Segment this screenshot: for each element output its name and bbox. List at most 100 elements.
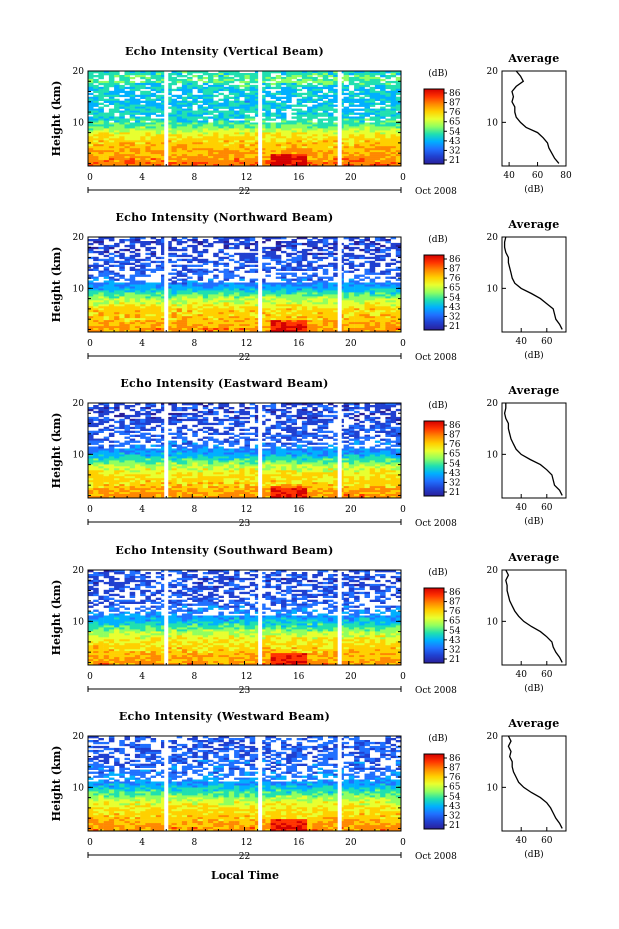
heatmap-cell [296,320,303,323]
heatmap-cell [249,252,256,256]
heatmap-cell [202,154,209,157]
heatmap-cell [171,248,177,252]
heatmap-cell [385,292,391,295]
heatmap-cell [218,106,224,109]
heatmap-cell [181,278,188,281]
heatmap-cell [155,318,162,321]
heatmap-cell [213,132,219,135]
heatmap-cell [150,252,157,256]
heatmap-cell [119,138,125,141]
heatmap-cell [202,250,209,254]
heatmap-cell [374,160,381,163]
heatmap-cell [359,278,365,281]
heatmap-cell [374,239,381,242]
heatmap-cell [213,150,219,153]
heatmap-cell [354,76,360,80]
heatmap-cell [390,322,397,325]
heatmap-cell [343,140,350,143]
heatmap-cell [307,274,313,277]
heatmap-cell [108,124,115,127]
heatmap-cell [328,316,334,319]
heatmap-cell [98,296,104,299]
heatmap-cell [317,71,323,74]
heatmap-cell [202,138,209,141]
heatmap-cell [296,100,303,103]
heatmap-cell [129,152,136,155]
heatmap-cell [98,80,104,84]
heatmap-cell [114,146,120,149]
heatmap-cell [317,158,323,161]
heatmap-cell [176,108,183,111]
heatmap-cell [270,92,277,96]
heatmap-cell [213,100,219,103]
heatmap-cell [129,144,136,147]
heatmap-cell [296,126,303,129]
heatmap-cell [213,254,219,258]
heatmap-cell [254,260,261,264]
heatmap-cell [208,75,214,78]
heatmap-cell [134,284,141,287]
heatmap-cell [161,246,167,250]
heatmap-cell [296,237,303,240]
heatmap-cell [129,326,136,329]
heatmap-cell [114,160,120,163]
heatmap-cell [333,73,339,76]
heatmap-cell [317,146,323,149]
heatmap-cell [213,308,219,311]
heatmap-cell [171,78,177,82]
heatmap-cell [93,90,99,94]
heatmap-cell [181,128,188,131]
heatmap-cell [223,241,230,244]
heatmap-cell [119,298,125,301]
heatmap-cell [312,144,318,147]
heatmap-cell [208,288,214,291]
heatmap-cell [108,78,115,82]
heatmap-cell [390,128,397,131]
heatmap-cell [234,96,240,99]
heatmap-cell [348,278,355,281]
heatmap-cell [369,146,376,149]
heatmap-cell [208,144,214,147]
heatmap-cell [328,84,334,88]
heatmap-cell [145,298,151,301]
heatmap-cell [218,300,224,303]
heatmap-cell [244,134,250,137]
heatmap-cell [223,328,230,331]
heatmap-cell [108,286,115,289]
heatmap-cell [155,304,162,307]
heatmap-cell [317,310,323,313]
heatmap-cell [93,278,99,281]
heatmap-cell [155,86,162,90]
heatmap-cell [385,104,391,107]
heatmap-cell [322,272,329,275]
heatmap-cell [213,328,219,331]
heatmap-cell [244,246,250,250]
heatmap-cell [275,242,282,246]
heatmap-cell [270,86,277,90]
heatmap-cell [390,73,397,76]
heatmap-cell [385,304,391,307]
heatmap-cell [281,73,287,76]
heatmap-cell [161,158,167,161]
heatmap-cell [176,272,183,275]
heatmap-cell [213,276,219,279]
heatmap-cell [114,316,120,319]
heatmap-cell [155,314,162,317]
heatmap-cell [93,130,99,133]
heatmap-cell [291,258,297,262]
heatmap-cell [380,300,386,303]
heatmap-cell [374,78,381,82]
heatmap-cell [114,98,120,101]
heatmap-cell [301,71,308,74]
heatmap-cell [161,304,167,307]
heatmap-cell [275,256,282,260]
heatmap-cell [275,292,282,295]
heatmap-cell [296,312,303,315]
heatmap-cell [254,158,261,161]
heatmap-cell [187,298,193,301]
heatmap-cell [171,134,177,137]
heatmap-cell [296,158,303,161]
heatmap-cell [291,75,297,78]
heatmap-cell [385,124,391,127]
heatmap-cell [390,104,397,107]
